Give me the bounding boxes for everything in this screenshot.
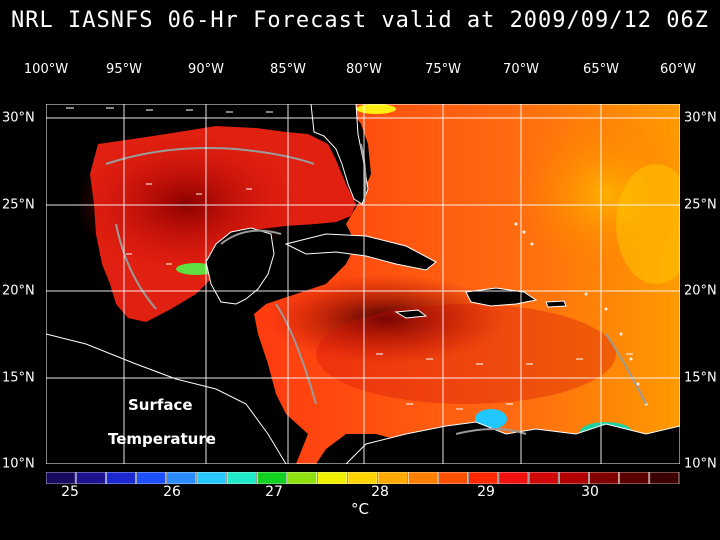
overlay-label-temperature: Temperature xyxy=(108,430,216,448)
lat-label-25n-left: 25°N xyxy=(2,197,35,213)
colorbar-swatch xyxy=(166,472,197,484)
lon-label-65w: 65°W xyxy=(583,62,619,77)
colorbar-swatch xyxy=(528,472,559,484)
lon-label-85w: 85°W xyxy=(270,62,306,77)
lat-label-15n-left: 15°N xyxy=(2,370,35,386)
lon-label-90w: 90°W xyxy=(188,62,224,77)
lon-label-80w: 80°W xyxy=(346,62,382,77)
lat-label-30n-right: 30°N xyxy=(684,110,717,126)
lon-label-75w: 75°W xyxy=(425,62,461,77)
colorbar-label-26: 26 xyxy=(163,484,181,500)
temperature-map xyxy=(46,104,680,464)
jamaica xyxy=(394,309,428,319)
colorbar-swatch xyxy=(196,472,227,484)
colorbar-swatch xyxy=(407,472,438,484)
colorbar-swatch xyxy=(377,472,408,484)
venezuela-cool-patch xyxy=(475,409,507,429)
yucatan xyxy=(205,227,275,305)
colorbar-label-27: 27 xyxy=(265,484,283,500)
cuba xyxy=(284,233,437,271)
wind-vectors xyxy=(66,107,633,410)
hispaniola xyxy=(465,287,538,307)
colorbar-label-29: 29 xyxy=(477,484,495,500)
colorbar-swatch xyxy=(438,472,468,484)
colorbar-swatch xyxy=(226,472,257,484)
central-america xyxy=(46,333,287,464)
overlay-label-surface: Surface xyxy=(128,396,193,414)
lon-label-70w: 70°W xyxy=(503,62,539,77)
graticule xyxy=(46,104,680,464)
colorbar-label-25: 25 xyxy=(61,484,79,500)
lat-label-20n-left: 20°N xyxy=(2,283,35,299)
colorbar-unit: °C xyxy=(351,500,369,518)
colorbar-swatch xyxy=(619,472,650,484)
lat-label-25n-right: 25°N xyxy=(684,197,717,213)
lon-label-95w: 95°W xyxy=(106,62,142,77)
colorbar-swatch xyxy=(46,472,76,484)
florida xyxy=(310,104,369,205)
map-title: NRL IASNFS 06-Hr Forecast valid at 2009/… xyxy=(10,8,709,33)
colorbar-swatch xyxy=(347,472,378,484)
isobath-lines xyxy=(105,143,647,435)
colorbar-swatch xyxy=(257,472,287,484)
colorbar-swatch xyxy=(136,472,167,484)
colorbar-swatch xyxy=(106,472,136,484)
colorbar-label-30: 30 xyxy=(581,484,599,500)
south-america xyxy=(345,421,680,464)
lat-label-15n-right: 15°N xyxy=(684,370,717,386)
colorbar-swatch xyxy=(558,472,589,484)
colorbar-swatch xyxy=(75,472,106,484)
lon-label-60w: 60°W xyxy=(660,62,696,77)
lon-label-100w: 100°W xyxy=(23,62,69,77)
colorbar xyxy=(46,472,680,484)
puerto-rico xyxy=(545,300,567,308)
colorbar-swatch xyxy=(317,472,348,484)
lat-label-10n-left: 10°N xyxy=(2,456,35,472)
colorbar-swatch xyxy=(468,472,499,484)
colorbar-label-28: 28 xyxy=(371,484,389,500)
lat-label-10n-right: 10°N xyxy=(684,456,717,472)
lat-label-20n-right: 20°N xyxy=(684,283,717,299)
colorbar-swatch xyxy=(649,472,680,484)
colorbar-swatch xyxy=(287,472,318,484)
lat-label-30n-left: 30°N xyxy=(2,110,35,126)
colorbar-swatch xyxy=(589,472,619,484)
colorbar-swatch xyxy=(498,472,529,484)
